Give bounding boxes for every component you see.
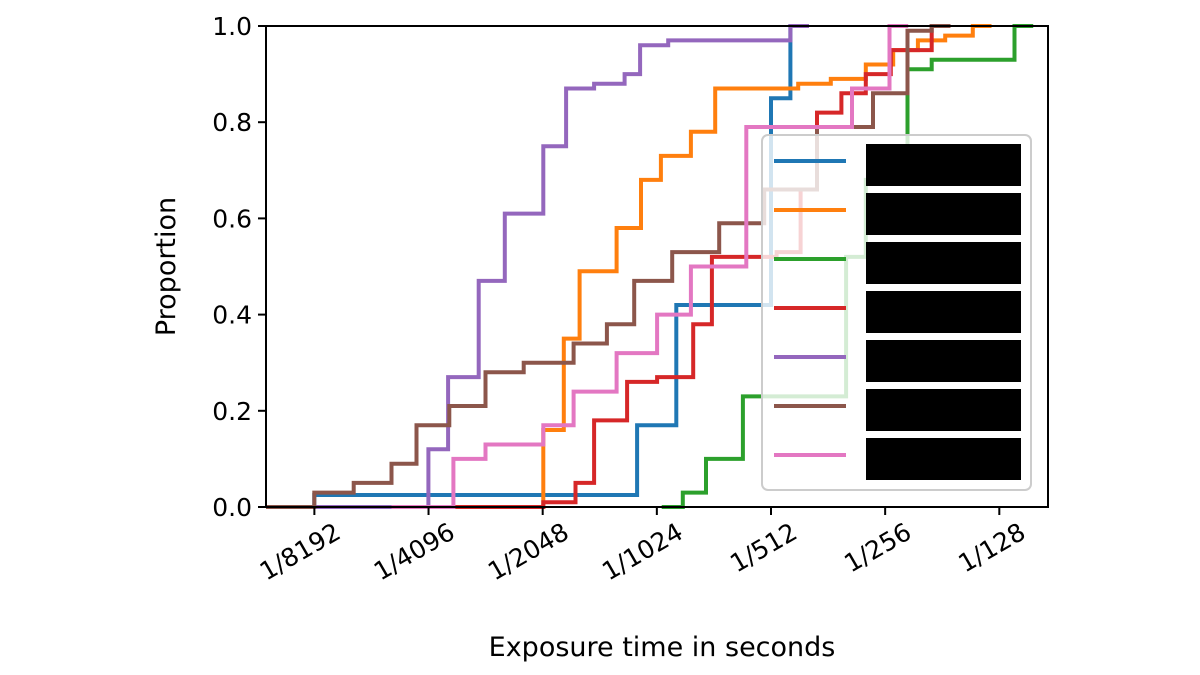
y-tick-label: 0.4: [212, 301, 252, 330]
y-axis-label: Proportion: [151, 197, 182, 336]
legend-label-redaction-4: [866, 291, 1021, 333]
series-line-5: [266, 24, 809, 509]
series-line-4: [412, 24, 951, 509]
y-tick-label: 0.0: [212, 493, 252, 522]
legend-label-redaction-1: [866, 144, 1021, 186]
series-line-6: [266, 24, 951, 509]
legend-label-redaction-2: [866, 193, 1021, 235]
x-axis-label: Exposure time in seconds: [489, 632, 836, 663]
legend-label-redaction-5: [866, 340, 1021, 382]
y-tick-label: 0.8: [212, 108, 252, 137]
legend-label-redaction-6: [866, 389, 1021, 431]
legend-label-redaction-7: [866, 438, 1021, 480]
y-tick-label: 0.2: [212, 397, 252, 426]
legend-label-redaction-3: [866, 242, 1021, 284]
series-line-2: [326, 24, 992, 509]
series-line-7: [391, 24, 909, 509]
y-tick-label: 0.6: [212, 204, 252, 233]
y-tick-label: 1.0: [212, 12, 252, 41]
legend: [761, 134, 1032, 491]
